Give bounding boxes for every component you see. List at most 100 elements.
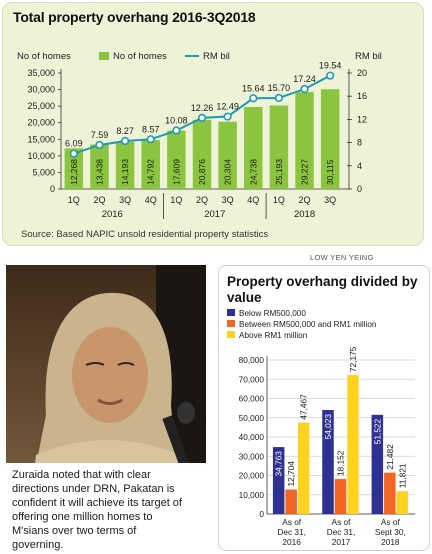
trend-chart-title: Total property overhang 2016-3Q2018 [13,9,256,25]
rmbil-value: 6.09 [65,139,83,149]
homes-bar [244,107,263,189]
value-bar [322,410,334,514]
quarter-label: 1Q [68,195,80,205]
rmbil-point [223,112,232,121]
breakdown-chart: Below RM500,000 Between RM500,000 and RM1… [227,309,415,547]
rmbil-point [300,84,309,94]
y-tick-label: 10,000 [239,490,265,500]
quarter-label: 3Q [222,195,234,205]
rmbil-value: 10.08 [165,116,188,126]
y-tick-label: 20,000 [239,471,265,481]
left-tick-label: 30,000 [27,85,55,95]
value-bar [347,375,359,514]
homes-bar [269,105,289,189]
value-bar [334,479,347,514]
homes-bar [167,130,186,189]
rmbil-point [95,140,104,150]
quarter-label: 2Q [299,195,311,205]
breakdown-chart-title: Property overhang divided by value [227,274,418,305]
right-tick-label: 8 [357,138,362,148]
category-label: 2016 [282,537,301,547]
legend-label: Above RM1 million [239,331,308,340]
left-tick-label: 20,000 [27,118,55,128]
year-label: 2018 [294,209,315,220]
homes-bar [192,119,212,189]
trend-chart: No of homes RM bil No of homes RM bil 0 5,000… [17,51,382,220]
rmbil-point [69,149,78,158]
category-label: As of [332,517,352,527]
rmbil-value: 12.49 [216,102,239,112]
y-tick-label: 60,000 [239,394,265,404]
value-bar-label: 11,821 [397,463,407,488]
y-tick-label: 50,000 [239,413,265,423]
rmbil-value: 19.54 [319,61,342,71]
right-tick-label: 12 [357,114,367,124]
rmbil-value: 8.57 [142,124,160,134]
homes-bar [64,148,84,189]
right-tick-label: 0 [357,184,362,194]
value-bar [371,414,384,514]
left-tick-label: 0 [50,184,55,194]
value-bar [396,491,409,514]
right-axis-label: RM bil [355,51,382,62]
photo-credit: LOW YEN YEING [310,253,374,262]
homes-bar-value: 12,268 [69,159,79,185]
legend-label-homes: No of homes [113,51,167,62]
left-tick-label: 35,000 [27,68,55,78]
category-label: 2017 [332,537,351,547]
legend-swatch [227,320,235,327]
homes-bar [218,121,237,189]
rmbil-point [146,135,155,144]
homes-bar [90,144,109,189]
homes-bar [320,89,340,189]
source-note: Source: Based NAPIC unsold residential p… [21,229,269,240]
legend-label: Between RM500,000 and RM1 million [239,320,377,329]
y-tick-label: 80,000 [239,355,265,365]
right-tick-label: 20 [357,68,367,78]
quarter-label: 2Q [93,195,105,205]
rmbil-point [120,136,130,146]
value-bar-label: 34,763 [274,451,284,477]
rmbil-point [197,113,207,122]
legend-swatch [227,331,235,338]
quarter-label: 3Q [324,195,336,205]
legend-swatch-homes [99,52,109,60]
rmbil-value: 7.59 [91,130,109,140]
quarter-label: 1Q [273,195,285,205]
legend-label: Below RM500,000 [239,309,306,318]
photo-caption: Zuraida noted that with clear directions… [12,469,182,551]
value-bar-label: 51,522 [372,418,382,444]
homes-bar-value: 30,115 [325,159,335,185]
speaker-illustration [6,265,206,547]
right-tick-label: 4 [357,161,362,171]
value-bar-label: 54,023 [323,414,333,440]
homes-bar [141,139,160,189]
value-bar-label: 21,482 [385,444,395,470]
year-label: 2016 [102,209,123,220]
homes-bar-value: 14,792 [146,159,156,185]
value-breakdown-panel: Property overhang divided by value Below… [218,265,430,551]
rmbil-value: 8.27 [116,126,134,136]
quarter-label: 4Q [145,195,157,205]
rmbil-value: 12.26 [191,103,214,113]
y-tick-label: 0 [259,509,264,519]
rmbil-point [172,126,181,135]
left-tick-label: 10,000 [27,151,55,161]
y-tick-label: 40,000 [239,432,265,442]
rmbil-point [249,94,258,103]
value-bar-label: 18,152 [336,450,346,476]
year-label: 2017 [204,209,225,220]
homes-bar [115,141,135,189]
value-bar [384,472,396,514]
y-tick-label: 70,000 [239,374,265,384]
left-tick-label: 15,000 [27,134,55,144]
rmbil-value: 15.70 [268,83,291,93]
left-tick-label: 5,000 [32,167,55,177]
speaker-photo [6,265,206,547]
homes-bar-value: 13,438 [94,159,104,185]
homes-bar-value: 20,876 [197,159,207,185]
value-bar-label: 12,704 [286,461,296,487]
left-axis-label: No of homes [17,51,71,62]
right-tick-label: 16 [357,91,367,101]
quarter-label: 4Q [247,195,259,205]
